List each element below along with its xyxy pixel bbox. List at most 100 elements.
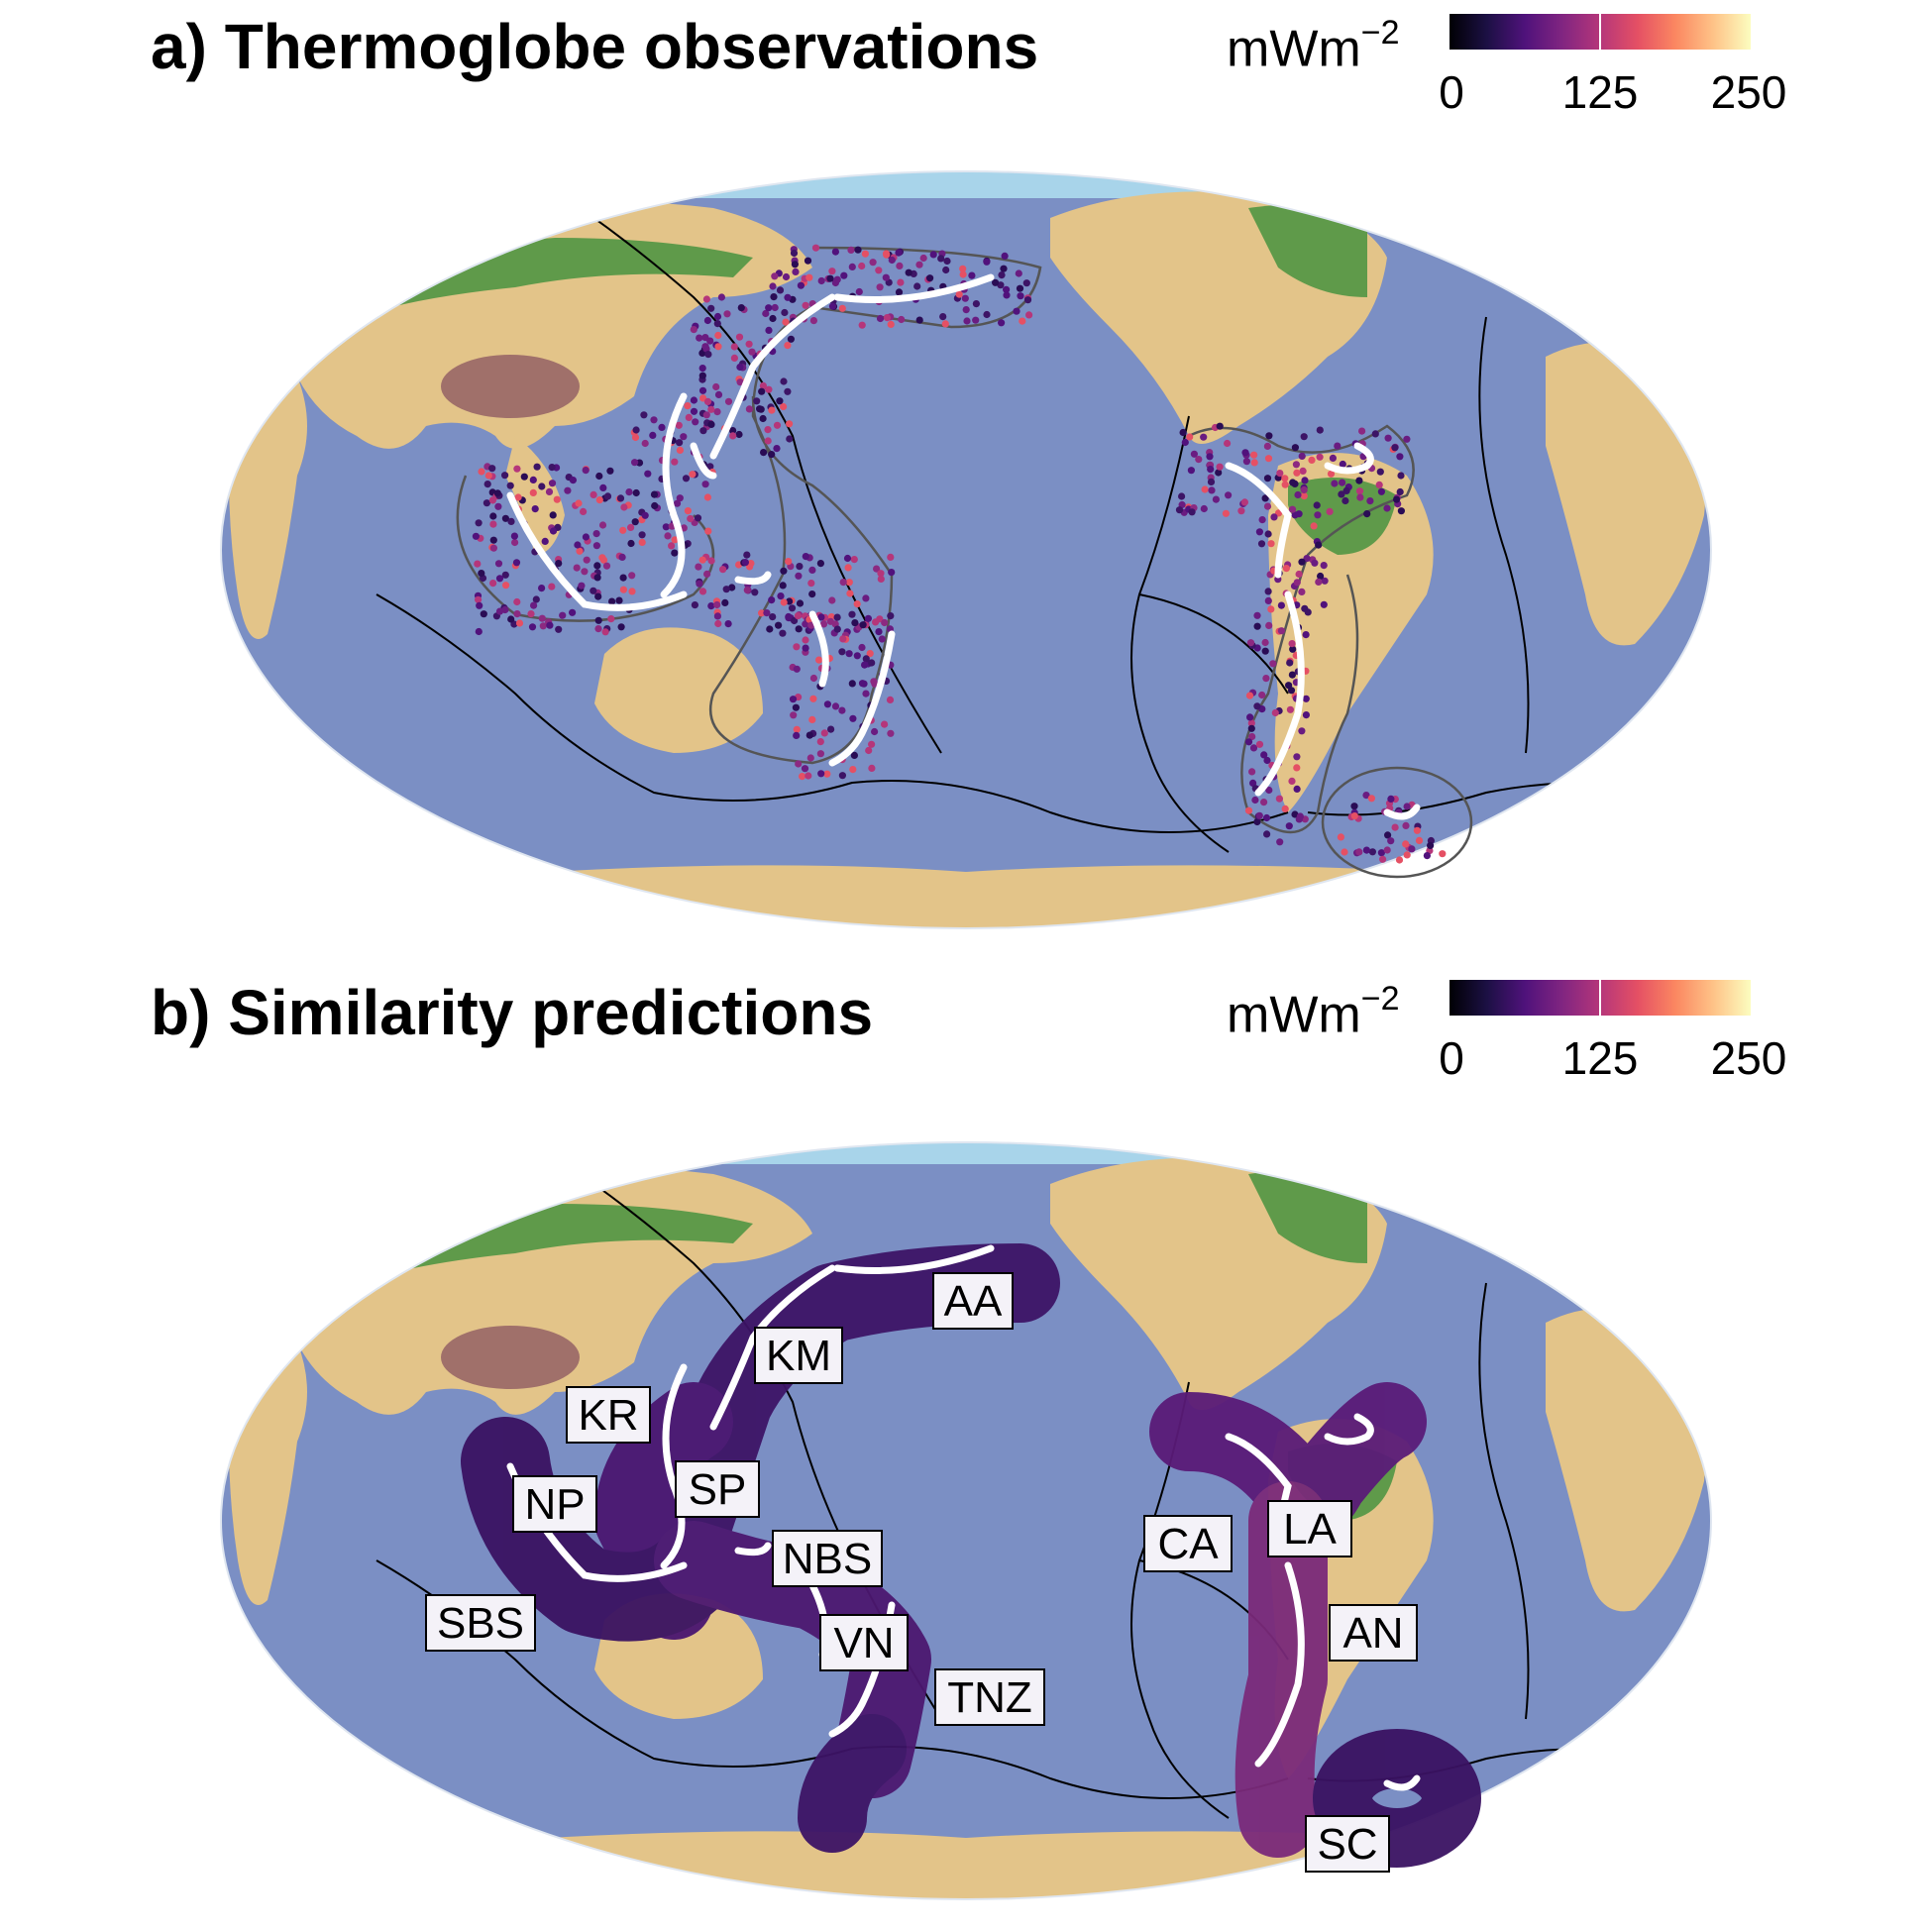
observation-point bbox=[849, 766, 857, 774]
observation-point bbox=[676, 446, 685, 454]
observation-point bbox=[538, 585, 546, 592]
observation-point bbox=[1016, 284, 1024, 292]
observation-point bbox=[1212, 495, 1220, 503]
svg-text:AN: AN bbox=[1342, 1609, 1403, 1658]
observation-point bbox=[706, 337, 714, 345]
observation-point bbox=[1207, 466, 1215, 474]
observation-point bbox=[887, 612, 895, 620]
observation-point bbox=[775, 621, 783, 629]
svg-text:NBS: NBS bbox=[783, 1535, 872, 1583]
observation-point bbox=[794, 612, 803, 620]
svg-text:KM: KM bbox=[766, 1332, 831, 1380]
observation-point bbox=[963, 317, 971, 325]
observation-point bbox=[713, 320, 721, 328]
observation-point bbox=[695, 563, 702, 571]
observation-point bbox=[474, 560, 482, 568]
observation-point bbox=[805, 772, 812, 780]
observation-point bbox=[698, 365, 706, 373]
observation-point bbox=[489, 512, 497, 520]
observation-point bbox=[1260, 751, 1268, 759]
observation-point bbox=[701, 343, 709, 351]
observation-point bbox=[768, 451, 776, 459]
world-map: AA KM KR SP NP NBS SBS VN TNZ CA LA bbox=[220, 1141, 1712, 1900]
observation-point bbox=[848, 263, 856, 270]
antarctica bbox=[297, 1831, 1684, 1899]
observation-point bbox=[723, 310, 731, 318]
observation-point bbox=[1262, 813, 1271, 822]
observation-point bbox=[1244, 806, 1253, 814]
observation-point bbox=[707, 405, 715, 413]
observation-point bbox=[804, 257, 812, 265]
tibet-plateau bbox=[441, 1326, 580, 1389]
observation-point bbox=[1302, 695, 1310, 702]
observation-point bbox=[759, 414, 767, 423]
observation-point bbox=[1263, 756, 1271, 765]
observation-point bbox=[1308, 456, 1316, 464]
colorbar-label-max: 250 bbox=[1710, 1032, 1787, 1084]
observation-point bbox=[745, 405, 754, 413]
observation-point bbox=[590, 587, 597, 594]
observation-point bbox=[1255, 740, 1264, 748]
observation-point bbox=[1225, 491, 1233, 499]
observation-point bbox=[1258, 691, 1266, 699]
canada-shield bbox=[1248, 204, 1367, 297]
observation-point bbox=[698, 386, 707, 394]
observation-point bbox=[627, 523, 635, 532]
observation-point bbox=[1013, 307, 1020, 315]
observation-point bbox=[620, 503, 628, 511]
observation-point bbox=[631, 518, 639, 526]
observation-point bbox=[882, 273, 890, 281]
region-label-nbs: NBS bbox=[772, 1530, 883, 1587]
observation-point bbox=[1250, 459, 1258, 467]
observation-point bbox=[817, 770, 825, 778]
observation-point bbox=[770, 293, 778, 301]
observation-point bbox=[712, 382, 720, 391]
observation-point bbox=[769, 613, 777, 621]
observation-point bbox=[1201, 485, 1209, 493]
observation-point bbox=[805, 273, 813, 281]
observation-point bbox=[865, 746, 873, 755]
observation-point bbox=[694, 514, 702, 522]
observation-point bbox=[483, 481, 491, 488]
observation-point bbox=[968, 271, 976, 279]
observation-point bbox=[1263, 442, 1271, 450]
observation-point bbox=[1275, 795, 1283, 803]
observation-point bbox=[564, 486, 572, 494]
observation-point bbox=[515, 619, 524, 627]
observation-point bbox=[887, 553, 895, 562]
observation-point bbox=[1383, 846, 1391, 854]
observation-point bbox=[717, 293, 726, 301]
observation-point bbox=[632, 488, 640, 497]
observation-point bbox=[882, 250, 891, 258]
observation-point bbox=[762, 309, 770, 318]
observation-point bbox=[707, 304, 715, 312]
observation-point bbox=[782, 318, 790, 326]
observation-point bbox=[802, 644, 809, 652]
observation-point bbox=[699, 427, 707, 435]
observation-point bbox=[574, 541, 582, 549]
observation-point bbox=[1355, 477, 1363, 484]
observation-point bbox=[850, 556, 858, 564]
observation-point bbox=[786, 597, 794, 605]
observation-point bbox=[887, 729, 895, 737]
observation-point bbox=[1403, 435, 1411, 443]
observation-point bbox=[495, 607, 504, 615]
observation-point bbox=[1019, 317, 1026, 325]
observation-point bbox=[483, 499, 490, 507]
observation-point bbox=[703, 316, 712, 325]
observation-point bbox=[736, 378, 744, 386]
observation-point bbox=[555, 625, 563, 633]
observation-point bbox=[673, 499, 682, 507]
observation-point bbox=[1281, 805, 1289, 813]
observation-point bbox=[512, 559, 521, 567]
observation-point bbox=[961, 294, 969, 302]
observation-point bbox=[983, 310, 991, 319]
observation-point bbox=[671, 536, 679, 544]
observation-point bbox=[494, 502, 502, 510]
observation-point bbox=[883, 314, 892, 322]
observation-point bbox=[1264, 530, 1272, 538]
observation-point bbox=[598, 554, 606, 562]
observation-point bbox=[502, 582, 510, 590]
observation-point bbox=[582, 533, 590, 541]
observation-point bbox=[795, 572, 803, 580]
